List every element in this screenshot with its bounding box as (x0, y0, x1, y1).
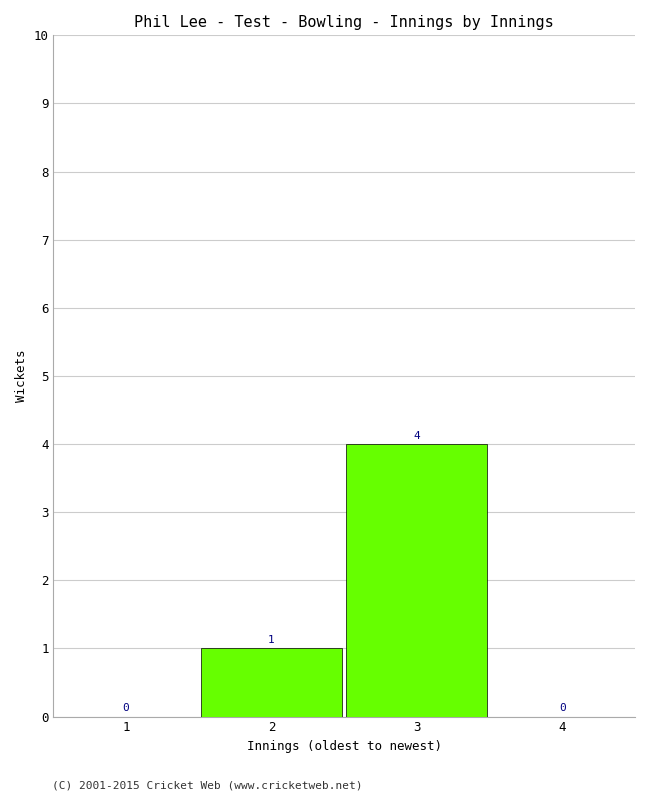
X-axis label: Innings (oldest to newest): Innings (oldest to newest) (247, 740, 442, 753)
Text: 1: 1 (268, 635, 275, 645)
Bar (346, 444, 488, 717)
Bar (201, 649, 342, 717)
Text: 0: 0 (123, 703, 129, 713)
Text: 4: 4 (413, 430, 421, 441)
Text: 0: 0 (559, 703, 566, 713)
Y-axis label: Wickets: Wickets (15, 350, 28, 402)
Title: Phil Lee - Test - Bowling - Innings by Innings: Phil Lee - Test - Bowling - Innings by I… (135, 15, 554, 30)
Text: (C) 2001-2015 Cricket Web (www.cricketweb.net): (C) 2001-2015 Cricket Web (www.cricketwe… (52, 780, 363, 790)
